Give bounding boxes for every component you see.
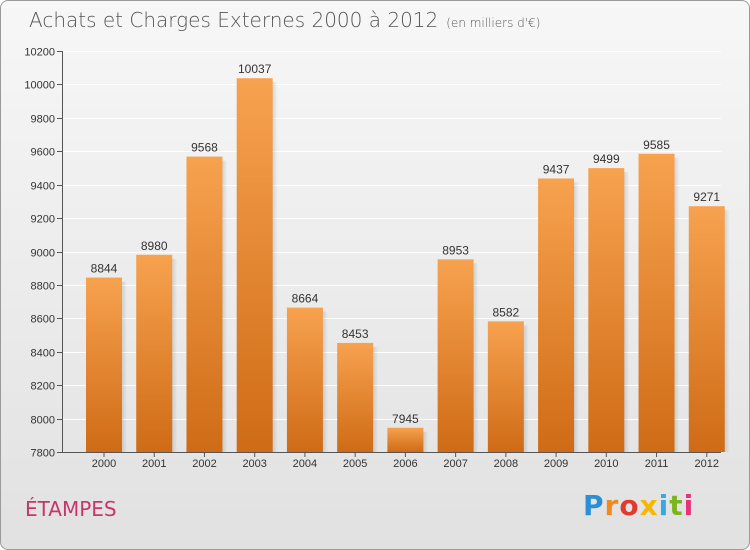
bar <box>86 277 122 452</box>
bar-shadow <box>574 182 580 452</box>
bar <box>588 168 625 452</box>
logo-letter: P <box>583 489 605 522</box>
logo-letter: x <box>639 489 659 522</box>
data-label: 8980 <box>141 239 168 253</box>
data-label: 9499 <box>593 152 620 166</box>
bar-shadow <box>172 258 178 452</box>
bar-shadow <box>423 431 429 452</box>
y-tick-label: 8000 <box>31 415 55 427</box>
bar-shadow <box>523 325 529 452</box>
x-tick-label: 2003 <box>242 458 266 470</box>
data-label: 9568 <box>191 141 218 155</box>
x-tick-label: 2012 <box>695 458 719 470</box>
data-label: 8664 <box>292 292 319 306</box>
x-tick-label: 2001 <box>142 458 166 470</box>
x-tick-label: 2006 <box>393 458 417 470</box>
x-tick-label: 2005 <box>343 458 367 470</box>
y-tick-label: 9000 <box>31 248 55 260</box>
proxiti-logo: Proxiti <box>583 489 694 522</box>
x-tick-label: 2004 <box>293 458 317 470</box>
y-tick-label: 8800 <box>31 281 55 293</box>
bar-shadow <box>674 157 680 452</box>
data-label: 9585 <box>643 138 670 152</box>
commune-name: ÉTAMPES <box>25 497 117 521</box>
data-label: 8453 <box>342 327 369 341</box>
bar <box>236 78 273 452</box>
y-tick-label: 10200 <box>24 47 55 59</box>
bar <box>286 307 323 452</box>
data-label: 7945 <box>392 412 419 426</box>
chart-unit: (en milliers d'€) <box>446 16 541 30</box>
y-tick-label: 7800 <box>31 448 55 460</box>
x-tick-label: 2000 <box>92 458 116 470</box>
bar <box>136 254 173 452</box>
x-tick-label: 2007 <box>443 458 467 470</box>
x-tick-label: 2002 <box>192 458 216 470</box>
x-tick-label: 2010 <box>594 458 618 470</box>
y-tick-label: 9600 <box>31 147 55 159</box>
logo-letter: o <box>619 489 640 522</box>
data-label: 8953 <box>442 243 469 257</box>
y-tick-label: 9400 <box>31 181 55 193</box>
y-tick-label: 9800 <box>31 114 55 126</box>
x-tick-label: 2008 <box>494 458 518 470</box>
chart-title-text: Achats et Charges Externes 2000 à 2012 <box>29 8 439 32</box>
bar <box>688 206 725 452</box>
y-tick-label: 8400 <box>31 348 55 360</box>
data-label: 8582 <box>492 305 519 319</box>
bar-shadow <box>624 172 630 452</box>
bar <box>538 178 575 452</box>
bar-shadow <box>373 346 379 452</box>
y-tick-label: 10000 <box>24 80 55 92</box>
bar <box>387 427 424 452</box>
data-label: 8844 <box>91 262 118 276</box>
bar-shadow <box>322 311 328 452</box>
logo-letter: r <box>604 489 620 522</box>
bar-shadow <box>272 82 278 452</box>
x-tick-label: 2009 <box>544 458 568 470</box>
bar <box>337 342 374 452</box>
logo-letter: i <box>683 489 695 522</box>
bar <box>487 321 524 452</box>
bar <box>437 259 474 452</box>
bar-shadow <box>724 210 730 452</box>
bar-shadow <box>222 160 228 452</box>
x-tick-label: 2011 <box>645 458 669 470</box>
chart-title: Achats et Charges Externes 2000 à 2012 (e… <box>29 8 540 32</box>
y-tick-label: 8600 <box>31 314 55 326</box>
logo-letter: i <box>658 489 670 522</box>
logo-letter: t <box>669 489 684 522</box>
bar-shadow <box>122 281 127 452</box>
bar <box>186 156 223 452</box>
bar <box>638 153 675 452</box>
data-label: 9271 <box>693 190 720 204</box>
data-label: 9437 <box>543 162 570 176</box>
y-tick-label: 9200 <box>31 214 55 226</box>
data-label: 10037 <box>238 62 272 76</box>
y-tick-label: 8200 <box>31 381 55 393</box>
bar-shadow <box>473 263 479 452</box>
